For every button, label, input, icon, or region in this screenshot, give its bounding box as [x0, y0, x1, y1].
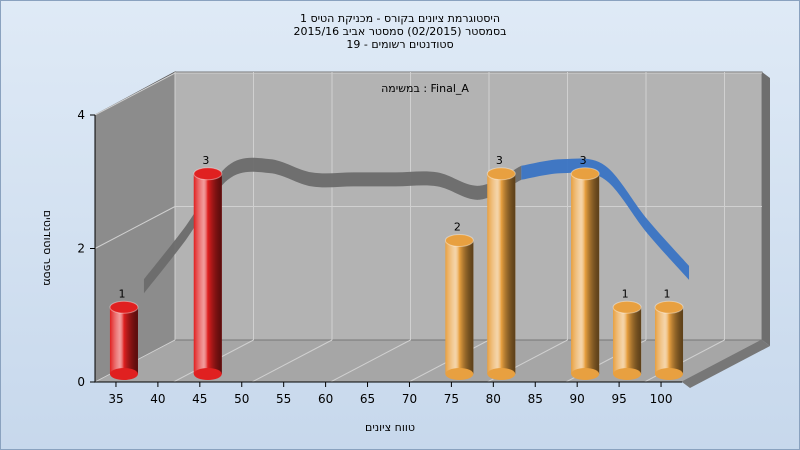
y-tick-label: 2: [77, 242, 85, 256]
x-tick-label: 75: [444, 392, 459, 406]
bar-value-label: 3: [580, 154, 587, 167]
bar-value-label: 3: [202, 154, 209, 167]
grid-line-left: [94, 206, 176, 249]
x-tick-label: 90: [570, 392, 585, 406]
x-ticks: 35 40 45 50 55 60 65 70 75 80 85 90 95 100: [108, 382, 672, 406]
bar-shading: [655, 307, 684, 374]
x-tick-label: 65: [360, 392, 375, 406]
grid-line-floor: [251, 339, 333, 383]
y-tick-label: 4: [77, 108, 85, 122]
trend-ribbon-gray: [143, 157, 522, 294]
bar-value-label: 1: [118, 287, 125, 300]
x-tick-label: 55: [276, 392, 291, 406]
bar-base: [109, 368, 138, 380]
bar-base: [655, 368, 684, 380]
bar-value-label: 1: [664, 287, 671, 300]
x-tick-label: 40: [150, 392, 165, 406]
bar-value-label: 3: [496, 154, 503, 167]
bar-top: [486, 167, 516, 181]
bar-base: [613, 368, 642, 380]
y-ticks: 0 2 4: [77, 108, 95, 389]
bar-shading: [193, 173, 222, 374]
trend-ribbon-blue: [521, 158, 690, 280]
bar-top: [570, 167, 600, 181]
bar-top: [444, 234, 474, 247]
floor-edge: [682, 340, 770, 388]
y-axis-label: מספר סטודנטים: [41, 210, 54, 286]
trend-curve: [143, 157, 690, 294]
bar-shading: [487, 173, 516, 374]
bar-base: [445, 368, 474, 380]
x-tick-label: 35: [108, 392, 123, 406]
x-tick-label: 60: [318, 392, 333, 406]
bar-shading: [445, 240, 474, 374]
bar-shading: [109, 307, 138, 374]
grid-line-floor: [330, 339, 411, 383]
x-tick-label: 45: [192, 392, 207, 406]
bars: 1 3 2 3 3 1 1: [109, 154, 684, 380]
bar-top: [109, 300, 139, 314]
x-tick-label: 85: [528, 392, 543, 406]
back-wall-edge: [762, 72, 770, 346]
bar-value-label: 2: [454, 221, 461, 234]
x-axis-label: טווח ציונים: [365, 421, 415, 434]
x-tick-label: 80: [486, 392, 501, 406]
x-tick-label: 50: [234, 392, 249, 406]
bar-top: [612, 300, 642, 314]
bar-shading: [613, 307, 642, 374]
chart-title-line-2: בסמסטר (02/2015) סמסטר אביב 2015/16: [293, 25, 506, 38]
x-tick-label: 100: [650, 392, 673, 406]
bar-top: [654, 300, 684, 314]
bar-shading: [571, 173, 600, 374]
y-tick-label: 0: [77, 375, 85, 389]
bar-base: [193, 368, 222, 380]
chart-annotation: במשימה : Final_A: [381, 82, 469, 95]
bar-value-label: 1: [622, 287, 629, 300]
bar-top: [193, 167, 223, 181]
bar-base: [571, 368, 600, 380]
x-tick-label: 70: [402, 392, 417, 406]
x-tick-label: 95: [611, 392, 626, 406]
bar-base: [487, 368, 516, 380]
grid-line-left: [94, 72, 176, 116]
chart-title-line-1: היסטוגרמת ציונים בקורס - מכניקת הטיס 1: [300, 12, 500, 25]
chart-title-line-3: סטודנטים רשומים - 19: [346, 38, 453, 51]
